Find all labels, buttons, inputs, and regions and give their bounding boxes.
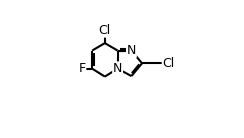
Text: N: N — [113, 62, 122, 75]
Text: F: F — [79, 62, 86, 75]
Text: Cl: Cl — [99, 24, 111, 37]
Text: Cl: Cl — [163, 57, 175, 70]
Text: N: N — [127, 44, 136, 57]
